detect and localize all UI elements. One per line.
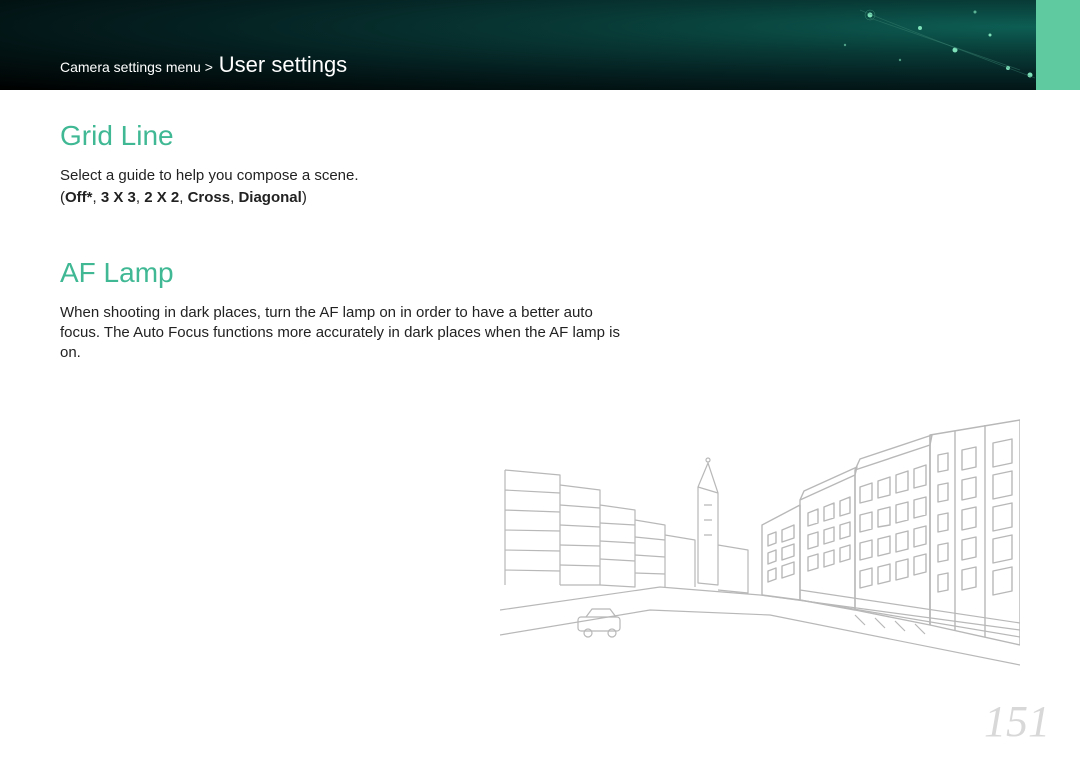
grid-line-heading: Grid Line: [60, 120, 620, 152]
breadcrumb-current: User settings: [219, 52, 347, 77]
af-lamp-body: When shooting in dark places, turn the A…: [60, 303, 620, 364]
af-lamp-heading: AF Lamp: [60, 257, 620, 289]
main-content: Grid Line Select a guide to help you com…: [60, 120, 620, 363]
cityscape-illustration: [500, 415, 1020, 675]
page-header: Camera settings menu > User settings: [0, 0, 1080, 90]
breadcrumb: Camera settings menu > User settings: [60, 52, 347, 78]
section-af-lamp: AF Lamp When shooting in dark places, tu…: [60, 257, 620, 364]
section-grid-line: Grid Line Select a guide to help you com…: [60, 120, 620, 209]
breadcrumb-prefix: Camera settings menu >: [60, 59, 217, 75]
page-number: 151: [984, 696, 1050, 747]
grid-line-options: (Off*, 3 X 3, 2 X 2, Cross, Diagonal): [60, 188, 620, 208]
grid-line-body: Select a guide to help you compose a sce…: [60, 166, 620, 186]
header-accent-bar: [1036, 0, 1080, 90]
